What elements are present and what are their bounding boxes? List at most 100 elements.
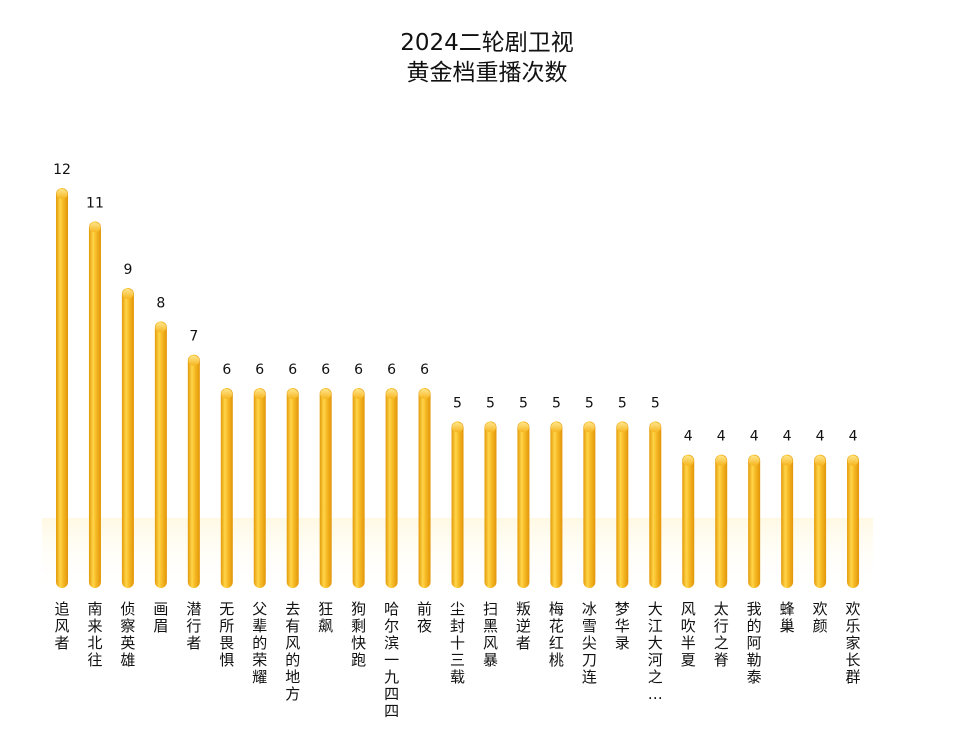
data-label-风吹半夏: 4	[684, 429, 693, 445]
bar-去有风的地方	[286, 388, 299, 588]
data-label-欢乐家长群: 4	[849, 429, 858, 445]
bar-cap-追风者	[56, 189, 68, 199]
bar-画眉	[154, 321, 167, 588]
category-label-尘封十三载: 尘封十三载	[450, 600, 465, 686]
bar-cap-狗剩快跑	[353, 389, 365, 399]
bar-欢颜	[814, 454, 827, 588]
data-label-画眉: 8	[156, 295, 165, 311]
bar-cap-大江大河之…	[649, 422, 661, 433]
data-label-叛逆者: 5	[519, 395, 528, 411]
category-label-欢颜: 欢颜	[813, 600, 828, 635]
category-label-狂飙: 狂飙	[318, 600, 333, 635]
bar-尘封十三载	[451, 421, 464, 588]
category-label-我的阿勒泰: 我的阿勒泰	[747, 600, 762, 686]
category-label-欢乐家长群: 欢乐家长群	[846, 600, 861, 686]
bar-cap-狂飙	[320, 389, 332, 399]
category-label-父辈的荣耀: 父辈的荣耀	[252, 600, 267, 686]
bar-cap-画眉	[155, 322, 167, 333]
category-label-无所畏惧: 无所畏惧	[219, 600, 234, 669]
bar-南来北往	[88, 221, 101, 589]
data-label-潜行者: 7	[189, 329, 198, 345]
category-label-去有风的地方: 去有风的地方	[285, 600, 300, 703]
bar-cap-我的阿勒泰	[748, 455, 760, 466]
data-label-前夜: 6	[420, 362, 429, 378]
bar-潜行者	[187, 354, 200, 588]
data-label-追风者: 12	[53, 162, 71, 178]
bar-cap-尘封十三载	[452, 422, 464, 433]
bar-cap-南来北往	[89, 222, 101, 233]
data-label-欢颜: 4	[816, 429, 825, 445]
bar-哈尔滨一九四四	[385, 388, 398, 588]
bar-cap-梦华录	[616, 422, 628, 433]
data-label-尘封十三载: 5	[453, 395, 462, 411]
data-label-哈尔滨一九四四: 6	[387, 362, 396, 378]
chart-title: 2024二轮剧卫视 黄金档重播次数	[0, 28, 974, 88]
bar-cap-风吹半夏	[682, 455, 694, 466]
data-label-无所畏惧: 6	[222, 362, 231, 378]
bar-cap-无所畏惧	[221, 389, 233, 399]
data-label-我的阿勒泰: 4	[750, 429, 759, 445]
data-label-狗剩快跑: 6	[354, 362, 363, 378]
bar-梅花红桃	[550, 421, 563, 588]
bar-无所畏惧	[220, 388, 233, 588]
bar-扫黑风暴	[484, 421, 497, 588]
bar-叛逆者	[517, 421, 530, 588]
category-label-大江大河之…: 大江大河之…	[648, 600, 663, 703]
data-label-梦华录: 5	[618, 395, 627, 411]
bar-狂飙	[319, 388, 332, 588]
bar-cap-哈尔滨一九四四	[386, 389, 398, 399]
category-label-狗剩快跑: 狗剩快跑	[351, 600, 366, 669]
bar-冰雪尖刀连	[583, 421, 596, 588]
bar-风吹半夏	[682, 454, 695, 588]
bar-蜂巢	[781, 454, 794, 588]
category-label-前夜: 前夜	[417, 600, 432, 635]
category-label-风吹半夏: 风吹半夏	[681, 600, 696, 669]
bar-cap-欢颜	[814, 455, 826, 466]
bar-父辈的荣耀	[253, 388, 266, 588]
category-label-南来北往: 南来北往	[87, 600, 102, 669]
category-label-画眉: 画眉	[153, 600, 168, 635]
bar-cap-潜行者	[188, 355, 200, 366]
bar-cap-冰雪尖刀连	[583, 422, 595, 433]
data-label-大江大河之…: 5	[651, 395, 660, 411]
bar-狗剩快跑	[352, 388, 365, 588]
bar-梦华录	[616, 421, 629, 588]
data-label-侦察英雄: 9	[123, 262, 132, 278]
data-label-狂飙: 6	[321, 362, 330, 378]
bar-太行之脊	[715, 454, 728, 588]
category-label-蜂巢: 蜂巢	[780, 600, 795, 635]
data-label-冰雪尖刀连: 5	[585, 395, 594, 411]
bar-cap-太行之脊	[715, 455, 727, 466]
category-label-追风者: 追风者	[54, 600, 69, 652]
bar-cap-叛逆者	[517, 422, 529, 433]
category-label-叛逆者: 叛逆者	[516, 600, 531, 652]
bar-cap-蜂巢	[781, 455, 793, 466]
bar-cap-侦察英雄	[122, 289, 134, 299]
data-label-梅花红桃: 5	[552, 395, 561, 411]
category-label-梦华录: 梦华录	[615, 600, 630, 652]
bar-cap-前夜	[419, 389, 431, 399]
bar-欢乐家长群	[847, 454, 860, 588]
category-label-太行之脊: 太行之脊	[714, 600, 729, 669]
data-label-太行之脊: 4	[717, 429, 726, 445]
bar-大江大河之…	[649, 421, 662, 588]
category-label-梅花红桃: 梅花红桃	[549, 600, 564, 669]
bar-cap-扫黑风暴	[484, 422, 496, 433]
data-label-父辈的荣耀: 6	[255, 362, 264, 378]
category-label-侦察英雄: 侦察英雄	[120, 600, 135, 669]
bar-cap-欢乐家长群	[847, 455, 859, 466]
bar-侦察英雄	[121, 288, 134, 588]
data-label-南来北往: 11	[86, 195, 104, 211]
category-label-扫黑风暴: 扫黑风暴	[483, 600, 498, 669]
category-label-哈尔滨一九四四: 哈尔滨一九四四	[384, 600, 399, 720]
data-label-去有风的地方: 6	[288, 362, 297, 378]
bar-cap-梅花红桃	[550, 422, 562, 433]
chart-title-line-2: 黄金档重播次数	[406, 60, 568, 86]
bar-前夜	[418, 388, 431, 588]
bar-我的阿勒泰	[748, 454, 761, 588]
chart-title-line-1: 2024二轮剧卫视	[400, 30, 574, 56]
category-label-潜行者: 潜行者	[186, 600, 201, 652]
data-label-扫黑风暴: 5	[486, 395, 495, 411]
bar-追风者	[56, 188, 68, 588]
